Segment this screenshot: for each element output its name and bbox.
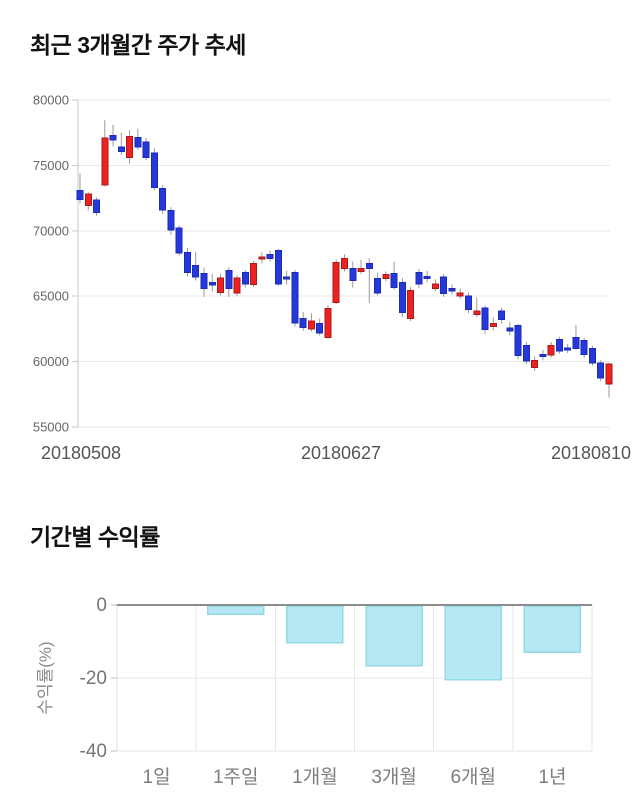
candle-body-15 bbox=[200, 272, 208, 289]
y-tick-label-80000: 80000 bbox=[33, 93, 69, 108]
candle-body-44 bbox=[440, 276, 448, 295]
candle-body-52 bbox=[506, 327, 514, 332]
candle-body-53 bbox=[514, 325, 522, 357]
price-chart-title: 최근 3개월간 주가 추세 bbox=[30, 32, 246, 58]
bar-3 bbox=[365, 605, 423, 667]
category-label-1: 1주일 bbox=[213, 766, 259, 788]
candle-body-25 bbox=[283, 276, 291, 280]
bar-5 bbox=[523, 605, 582, 653]
y-tick-label-55000: 55000 bbox=[33, 420, 69, 435]
candle-body-50 bbox=[489, 323, 497, 328]
candle-body-17 bbox=[217, 277, 225, 293]
returns-y-axis-label: 수익률(%) bbox=[36, 641, 55, 714]
candle-body-63 bbox=[597, 362, 605, 379]
y-tick-label-75000: 75000 bbox=[33, 158, 69, 173]
category-label-0: 1일 bbox=[143, 766, 171, 788]
y-tick-label-70000: 70000 bbox=[33, 223, 69, 238]
candle-body-28 bbox=[307, 320, 315, 330]
candle-body-7 bbox=[134, 136, 142, 148]
candle-body-9 bbox=[150, 152, 158, 189]
candle-body-5 bbox=[117, 146, 125, 153]
candle-body-43 bbox=[431, 283, 439, 289]
candle-body-42 bbox=[423, 276, 431, 280]
category-label-5: 1년 bbox=[538, 766, 566, 788]
candle-body-49 bbox=[481, 307, 489, 331]
candle-body-18 bbox=[225, 270, 233, 289]
candle-body-57 bbox=[547, 344, 555, 356]
candle-body-62 bbox=[588, 348, 596, 364]
candle-body-8 bbox=[142, 141, 150, 159]
candle-body-30 bbox=[324, 308, 332, 338]
candle-body-54 bbox=[522, 344, 530, 362]
candle-body-29 bbox=[316, 323, 324, 334]
candle-body-10 bbox=[159, 187, 167, 211]
x-tick-label-20180508: 20180508 bbox=[41, 443, 121, 463]
candle-body-41 bbox=[415, 272, 423, 285]
candle-body-45 bbox=[448, 287, 456, 292]
returns-y-tick-label-0: 0 bbox=[96, 595, 107, 616]
x-tick-label-20180810: 20180810 bbox=[551, 443, 631, 463]
candle-body-27 bbox=[299, 318, 307, 329]
candle-body-47 bbox=[464, 295, 472, 310]
y-tick-label-65000: 65000 bbox=[33, 289, 69, 304]
returns-chart-title: 기간별 수익률 bbox=[30, 524, 160, 550]
candle-body-32 bbox=[341, 258, 348, 270]
returns-y-tick-label--40: -40 bbox=[80, 741, 107, 762]
category-label-4: 6개월 bbox=[450, 766, 496, 788]
candle-body-34 bbox=[357, 268, 365, 272]
candle-body-36 bbox=[374, 278, 382, 294]
candle-body-12 bbox=[175, 227, 183, 254]
candle-body-4 bbox=[109, 134, 117, 141]
candle-body-21 bbox=[250, 263, 258, 285]
candle-body-6 bbox=[126, 136, 134, 159]
candle-body-40 bbox=[407, 290, 415, 320]
candle-body-55 bbox=[531, 359, 539, 368]
bar-2 bbox=[286, 605, 344, 644]
candle-body-61 bbox=[580, 340, 588, 355]
candle-body-22 bbox=[258, 256, 266, 260]
candle-body-46 bbox=[456, 292, 464, 297]
candle-body-24 bbox=[274, 249, 282, 285]
candle-body-20 bbox=[241, 272, 249, 285]
candle-body-23 bbox=[266, 254, 274, 260]
candle-body-1 bbox=[84, 193, 92, 206]
candle-body-16 bbox=[208, 281, 216, 286]
candle-body-48 bbox=[473, 310, 481, 316]
candle-body-39 bbox=[398, 281, 406, 314]
y-tick-label-60000: 60000 bbox=[33, 354, 69, 369]
candle-body-31 bbox=[332, 262, 340, 304]
bar-1 bbox=[207, 605, 265, 615]
candle-body-2 bbox=[93, 199, 101, 213]
candle-body-13 bbox=[183, 251, 191, 274]
returns-y-tick-label--20: -20 bbox=[80, 668, 107, 689]
bar-4 bbox=[444, 605, 502, 681]
candle-body-19 bbox=[233, 277, 241, 294]
candle-body-11 bbox=[167, 210, 175, 231]
category-label-3: 3개월 bbox=[371, 766, 417, 788]
candle-body-58 bbox=[555, 338, 563, 352]
candle-body-14 bbox=[192, 264, 200, 278]
candle-body-26 bbox=[291, 272, 299, 324]
candle-body-59 bbox=[564, 347, 572, 351]
candle-body-64 bbox=[605, 363, 613, 385]
candle-body-60 bbox=[572, 336, 580, 350]
candle-body-0 bbox=[76, 189, 84, 200]
candle-body-35 bbox=[365, 263, 373, 270]
candle-body-38 bbox=[390, 272, 398, 289]
candle-body-3 bbox=[101, 137, 109, 186]
candle-body-37 bbox=[382, 274, 390, 280]
x-tick-label-20180627: 20180627 bbox=[301, 443, 381, 463]
candle-body-51 bbox=[498, 310, 506, 321]
category-label-2: 1개월 bbox=[292, 766, 338, 788]
candle-body-33 bbox=[349, 268, 357, 282]
candle-body-56 bbox=[539, 353, 547, 357]
